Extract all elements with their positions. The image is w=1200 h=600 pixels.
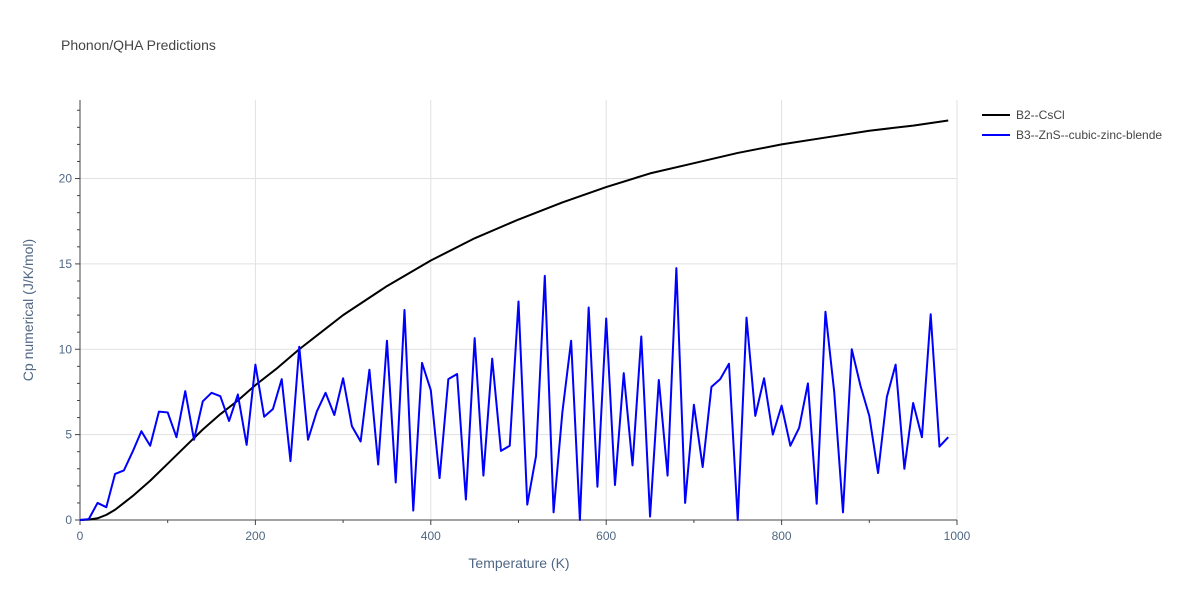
y-tick-label: 15 (59, 257, 73, 271)
legend[interactable]: B2--CsCl B3--ZnS--cubic-zinc-blende (982, 108, 1162, 142)
x-tick-label: 200 (245, 529, 265, 543)
legend-label: B2--CsCl (1016, 108, 1065, 122)
x-tick-label: 600 (596, 529, 616, 543)
x-tick-label: 0 (77, 529, 84, 543)
y-axis-title: Cp numerical (J/K/mol) (20, 239, 36, 381)
series-line-b3-zns-cubic-zinc-blende (79, 267, 949, 521)
legend-item[interactable]: B2--CsCl (982, 108, 1065, 122)
y-tick-label: 10 (59, 342, 73, 356)
chart-title: Phonon/QHA Predictions (61, 37, 216, 53)
x-tick-label: 1000 (944, 529, 971, 543)
x-tick-label: 400 (421, 529, 441, 543)
x-axis-title: Temperature (K) (468, 555, 569, 571)
axes: 0 200 400 600 800 1000 0 5 10 15 20 (59, 100, 971, 543)
x-tick-label: 800 (772, 529, 792, 543)
y-tick-label: 5 (65, 428, 72, 442)
legend-label: B3--ZnS--cubic-zinc-blende (1016, 128, 1162, 142)
legend-item[interactable]: B3--ZnS--cubic-zinc-blende (982, 128, 1162, 142)
series-layer (79, 119, 949, 521)
y-tick-label: 0 (65, 513, 72, 527)
grid-lines (80, 100, 958, 520)
y-tick-label: 20 (59, 172, 73, 186)
series-line-b2-cscl (79, 119, 949, 521)
